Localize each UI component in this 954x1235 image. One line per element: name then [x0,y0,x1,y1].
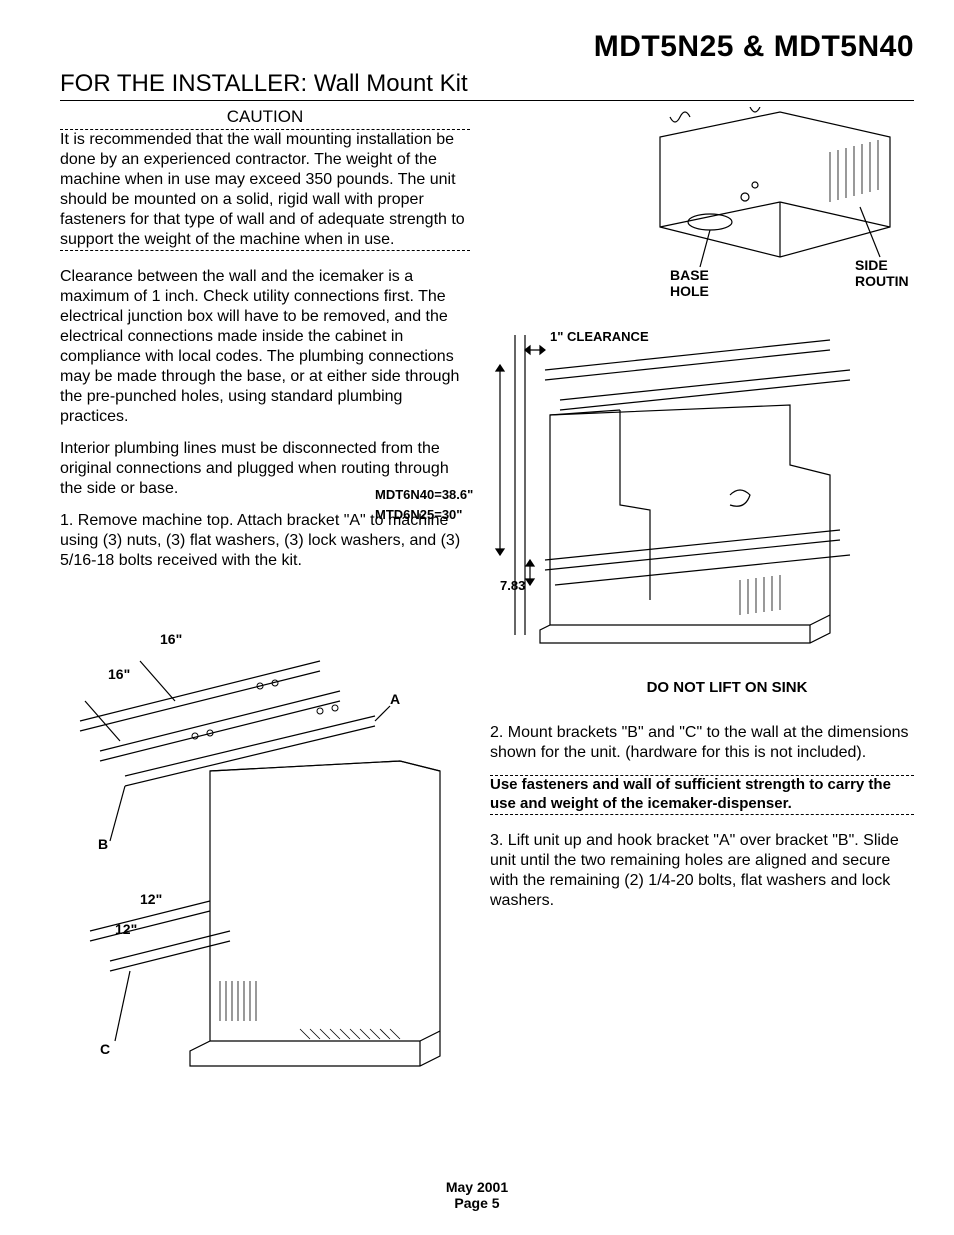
right-column: BASE HOLE SIDE ROUTIN 1" CLEARANCE [490,107,914,1131]
section-title: FOR THE INSTALLER: Wall Mount Kit [60,70,914,101]
label-a: A [390,691,400,707]
sink-warning: DO NOT LIFT ON SINK [540,679,914,696]
label-base-hole: BASE HOLE [670,267,709,299]
clearance-paragraph: Clearance between the wall and the icema… [60,267,470,427]
footer-date: May 2001 [0,1179,954,1195]
fastener-note-box: Use fasteners and wall of sufficient str… [490,775,914,815]
step-3: 3. Lift unit up and hook bracket "A" ove… [490,831,914,911]
fastener-note: Use fasteners and wall of sufficient str… [490,776,914,814]
left-column: CAUTION It is recommended that the wall … [60,107,470,1131]
dim-16-b: 16" [108,666,130,682]
footer-page: Page 5 [0,1195,954,1211]
caution-box: It is recommended that the wall mounting… [60,129,470,251]
dim-n25: MTD6N25=30" [375,507,462,522]
clearance-svg [430,325,910,685]
figure-base-hole: BASE HOLE SIDE ROUTIN [630,107,914,307]
step-2: 2. Mount brackets "B" and "C" to the wal… [490,723,914,763]
dim-16-a: 16" [160,631,182,647]
caution-body: It is recommended that the wall mounting… [60,130,470,250]
content-columns: CAUTION It is recommended that the wall … [60,107,914,1131]
caution-heading: CAUTION [60,107,470,127]
model-header: MDT5N25 & MDT5N40 [60,30,914,64]
label-side-routing: SIDE ROUTIN [855,257,909,289]
label-b: B [98,836,108,852]
dim-12-a: 12" [140,891,162,907]
page-footer: May 2001 Page 5 [0,1179,954,1211]
figure-clearance: 1" CLEARANCE [430,325,914,705]
dim-12-b: 12" [115,921,137,937]
bracket-diagram-svg [60,611,470,1131]
dim-n40: MDT6N40=38.6" [375,487,473,502]
figure-bracket-abc: 16" 16" 12" 12" A B C [60,611,470,1131]
dim-783: 7.83 [500,578,525,593]
label-c: C [100,1041,110,1057]
clearance-label: 1" CLEARANCE [550,329,649,344]
